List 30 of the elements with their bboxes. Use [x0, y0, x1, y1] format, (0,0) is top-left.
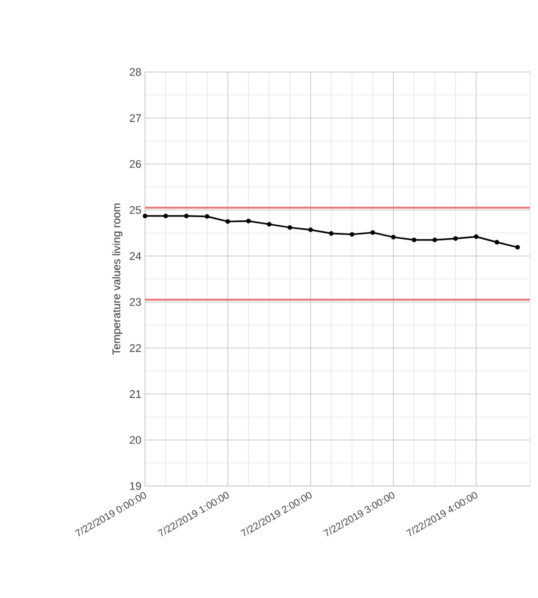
y-tick-label: 27 [130, 114, 141, 122]
point [350, 232, 354, 237]
point [453, 236, 458, 241]
y-tick-label: 25 [130, 206, 142, 214]
point [246, 218, 251, 224]
point [474, 234, 478, 239]
y-tick-label: 23 [130, 298, 141, 306]
point [412, 238, 416, 242]
point [226, 219, 230, 224]
point [288, 225, 292, 230]
point [432, 238, 438, 242]
y-tick-label: 24 [130, 252, 142, 260]
point [391, 234, 396, 240]
y-tick-label: 21 [130, 390, 141, 398]
point [515, 244, 520, 250]
y-tick-label: 22 [130, 344, 141, 352]
point [266, 222, 272, 227]
point [329, 231, 334, 236]
point [494, 240, 500, 244]
y-axis-title: Temperature values living room [112, 204, 122, 355]
point [370, 230, 375, 235]
y-tick-label: 20 [130, 436, 142, 444]
point [163, 214, 168, 218]
point [142, 214, 148, 218]
y-tick-label: 26 [130, 160, 141, 168]
point [204, 214, 210, 219]
y-tick-label: 19 [130, 482, 141, 490]
y-tick-label: 28 [130, 68, 141, 76]
point [308, 227, 313, 232]
point [184, 214, 189, 218]
